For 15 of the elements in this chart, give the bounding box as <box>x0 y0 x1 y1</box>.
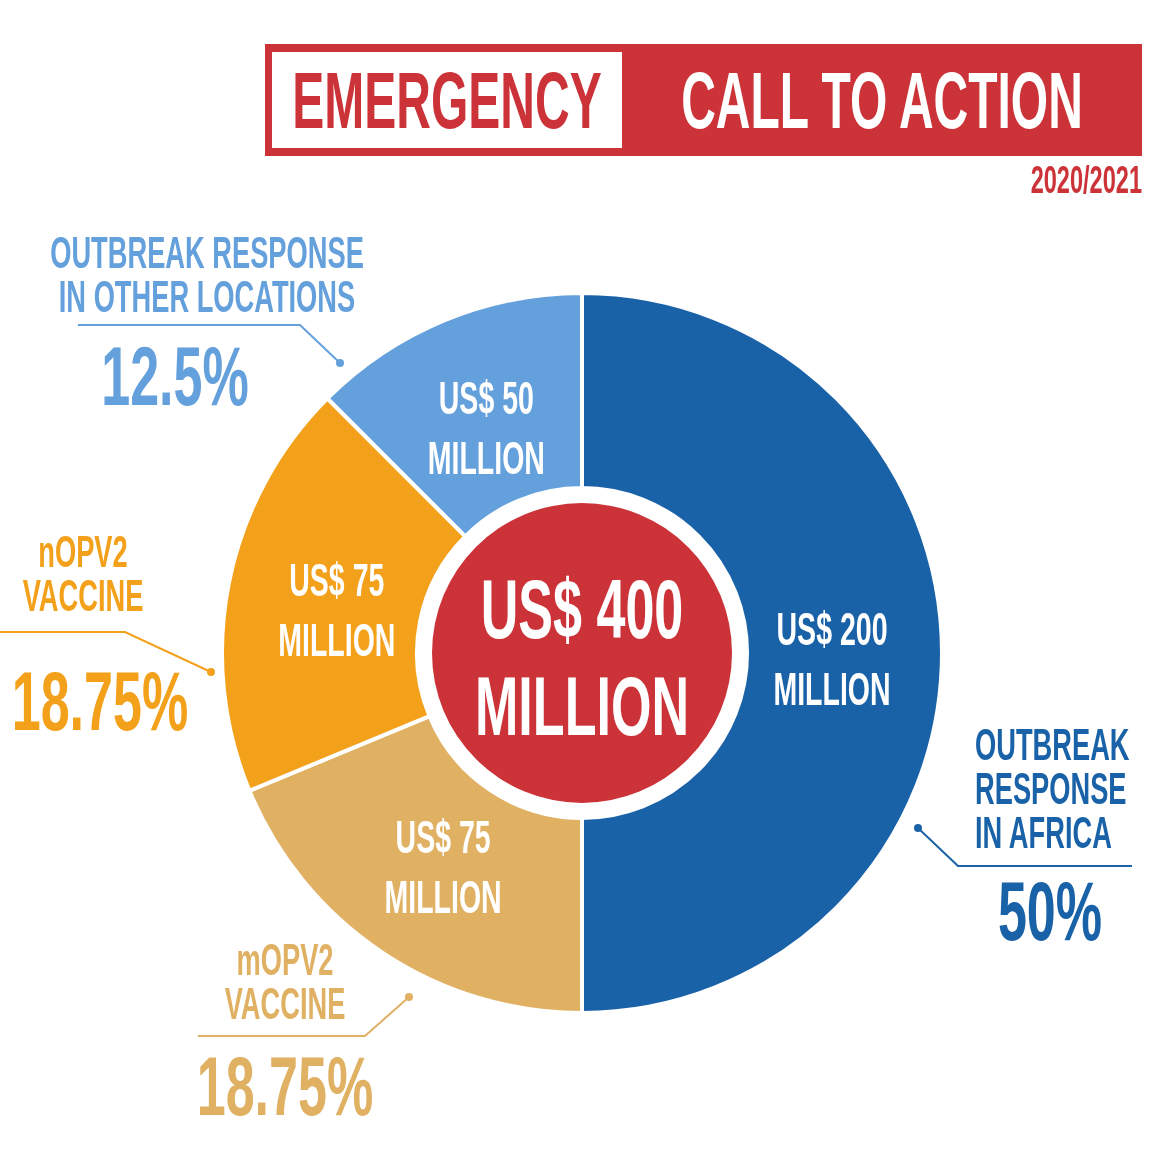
text: US$ 400 MILLION <box>474 562 690 754</box>
text: 18.75% <box>196 1039 374 1134</box>
text: 18.75% <box>11 654 189 749</box>
data-label: US$ 50 MILLION <box>427 371 545 484</box>
slice-label: OUTBREAK RESPONSE IN AFRICA <box>975 720 1130 858</box>
data-label: US$ 75 MILLION <box>384 810 502 923</box>
chart-subtitle: 2020/2021 <box>1030 158 1142 202</box>
chart-title: EMERGENCY CALL TO ACTION <box>292 55 1083 145</box>
data-label: US$ 75 MILLION <box>278 554 396 666</box>
text: 50% <box>997 864 1103 959</box>
slice-label: OUTBREAK RESPONSE IN OTHER LOCATIONS <box>50 228 364 322</box>
slice-label: nOPV2 VACCINE <box>22 527 144 621</box>
data-label: US$ 200 MILLION <box>773 602 891 715</box>
legend-label: mOPV2 VACCINE <box>224 935 346 1029</box>
text: 12.5% <box>101 329 249 424</box>
